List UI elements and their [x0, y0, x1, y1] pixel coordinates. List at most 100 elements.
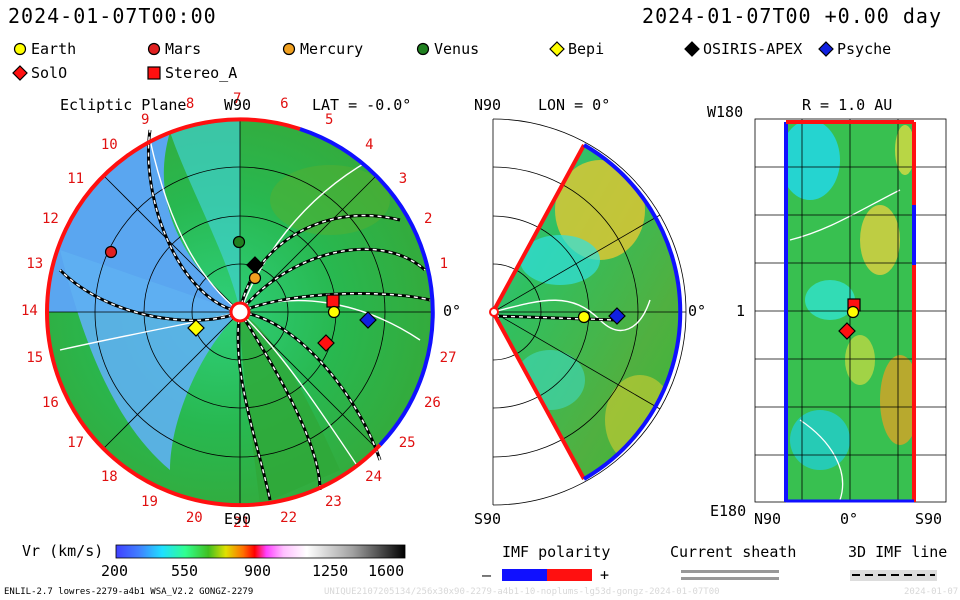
legend-marker-icon [13, 42, 27, 56]
imf-positive-swatch [547, 569, 592, 581]
sun-marker [229, 301, 251, 323]
legend-label: Bepi [568, 40, 605, 58]
meridional-top-label: N90 [474, 96, 502, 114]
map-bottom-s-label: S90 [915, 510, 943, 528]
marker-earth [846, 305, 860, 319]
ecliptic-top-label: W90 [224, 96, 252, 114]
marker-stereo-a [847, 298, 861, 312]
legend-marker-icon [282, 42, 296, 56]
carrington-label-4: 4 [365, 137, 374, 154]
footer-date: 2024-01-07 [904, 587, 959, 597]
ecliptic-disk [45, 117, 435, 508]
imf-plus-label: + [600, 566, 610, 584]
timestamp: 2024-01-07T00:00 [8, 4, 217, 28]
longitude-label: LON = 0° [538, 96, 611, 114]
carrington-label-6: 6 [280, 96, 289, 113]
legend-label: Psyche [837, 40, 892, 58]
carrington-label-27: 27 [439, 350, 457, 367]
colorbar-tick-550: 550 [171, 562, 199, 580]
carrington-label-24: 24 [365, 468, 383, 485]
latitude-label: LAT = -0.0° [312, 96, 412, 114]
polarity-arc-negative [299, 127, 435, 447]
carrington-label-9: 9 [141, 111, 150, 128]
colorbar-tick-900: 900 [244, 562, 272, 580]
carrington-label-19: 19 [141, 494, 158, 510]
imf-polarity-title: IMF polarity [502, 543, 611, 561]
current-sheath-title: Current sheath [670, 543, 797, 561]
meridional-wedge [489, 118, 687, 506]
carrington-label-22: 22 [280, 509, 298, 526]
map-title: R = 1.0 AU [802, 96, 893, 114]
legend-label: Venus [434, 40, 480, 58]
legend-item-solo: SolO [12, 64, 67, 82]
carrington-label-16: 16 [41, 394, 59, 411]
ecliptic-bottom-label: E90 [224, 510, 252, 528]
legend-item-stereo-a: Stereo_A [146, 64, 237, 82]
legend-label: Mars [165, 40, 202, 58]
legend-marker-icon [12, 65, 28, 81]
carrington-label-17: 17 [67, 435, 85, 452]
marker-earth [577, 310, 591, 324]
ecliptic-right-label: 0° [443, 302, 462, 320]
carrington-label-26: 26 [424, 394, 441, 411]
model-info: ENLIL-2.7 lowres-2279-a4b1 WSA_V2.2 GONG… [4, 587, 254, 597]
polarity-arc-positive-2 [45, 311, 382, 508]
colorbar-tick-1250: 1250 [312, 562, 349, 580]
carrington-label-15: 15 [26, 350, 44, 367]
legend-label: OSIRIS-APEX [703, 40, 803, 58]
sheath-swatch-top [681, 570, 779, 573]
sheath-swatch-bottom [681, 577, 779, 580]
legend-item-venus: Venus [415, 40, 479, 58]
map-mid-left-label: 1 [736, 302, 746, 320]
marker-osiris-apex [246, 256, 264, 274]
carrington-label-18: 18 [100, 468, 118, 485]
carrington-label-1: 1 [439, 255, 449, 272]
marker-venus [232, 235, 246, 249]
carrington-label-10: 10 [100, 137, 118, 154]
imf-line-swatch-bg [850, 570, 937, 581]
marker-psyche [359, 311, 377, 329]
legend-marker-icon [818, 41, 834, 57]
colorbar-tick-200: 200 [101, 562, 129, 580]
carrington-label-12: 12 [41, 211, 59, 228]
colorbar-title: Vr (km/s) [22, 542, 104, 560]
marker-earth [327, 305, 341, 319]
legend-item-psyche: Psyche [818, 40, 891, 58]
imf-line-title: 3D IMF line [848, 543, 948, 561]
legend-item-mars: Mars [146, 40, 201, 58]
carrington-label-21: 21 [233, 515, 250, 531]
legend-label: Mercury [300, 40, 364, 58]
ecliptic-title: Ecliptic Plane [60, 96, 187, 114]
imf-minus-label: – [482, 566, 492, 584]
marker-stereo-a [326, 294, 340, 308]
legend-marker-icon [416, 42, 430, 56]
velocity-colorbar [115, 544, 406, 559]
carrington-label-14: 14 [21, 303, 38, 319]
legend-marker-icon [147, 42, 161, 56]
map-bottom-left-label: E180 [710, 502, 747, 520]
legend-item-earth: Earth [12, 40, 76, 58]
marker-psyche [608, 307, 626, 325]
meridional-bottom-label: S90 [474, 510, 502, 528]
colorbar-tick-1600: 1600 [368, 562, 405, 580]
legend-label: Stereo_A [165, 64, 238, 82]
marker-mercury [248, 271, 262, 285]
marker-bepi [187, 319, 205, 337]
carrington-label-8: 8 [185, 96, 195, 113]
carrington-label-23: 23 [324, 494, 342, 510]
map-bottom-n-label: N90 [754, 510, 782, 528]
carrington-label-20: 20 [185, 509, 203, 526]
legend-label: SolO [31, 64, 68, 82]
carrington-label-25: 25 [398, 435, 416, 452]
polarity-arc-positive [45, 117, 301, 313]
carrington-label-11: 11 [67, 170, 85, 187]
marker-solo [317, 334, 335, 352]
carrington-label-5: 5 [324, 111, 334, 128]
legend-item-osiris-apex: OSIRIS-APEX [684, 40, 802, 58]
marker-mars [104, 245, 118, 259]
radial-map [754, 118, 947, 503]
carrington-label-2: 2 [424, 211, 433, 228]
carrington-label-3: 3 [398, 170, 408, 187]
map-bottom-zero-label: 0° [840, 510, 859, 528]
legend-marker-icon [147, 66, 161, 80]
